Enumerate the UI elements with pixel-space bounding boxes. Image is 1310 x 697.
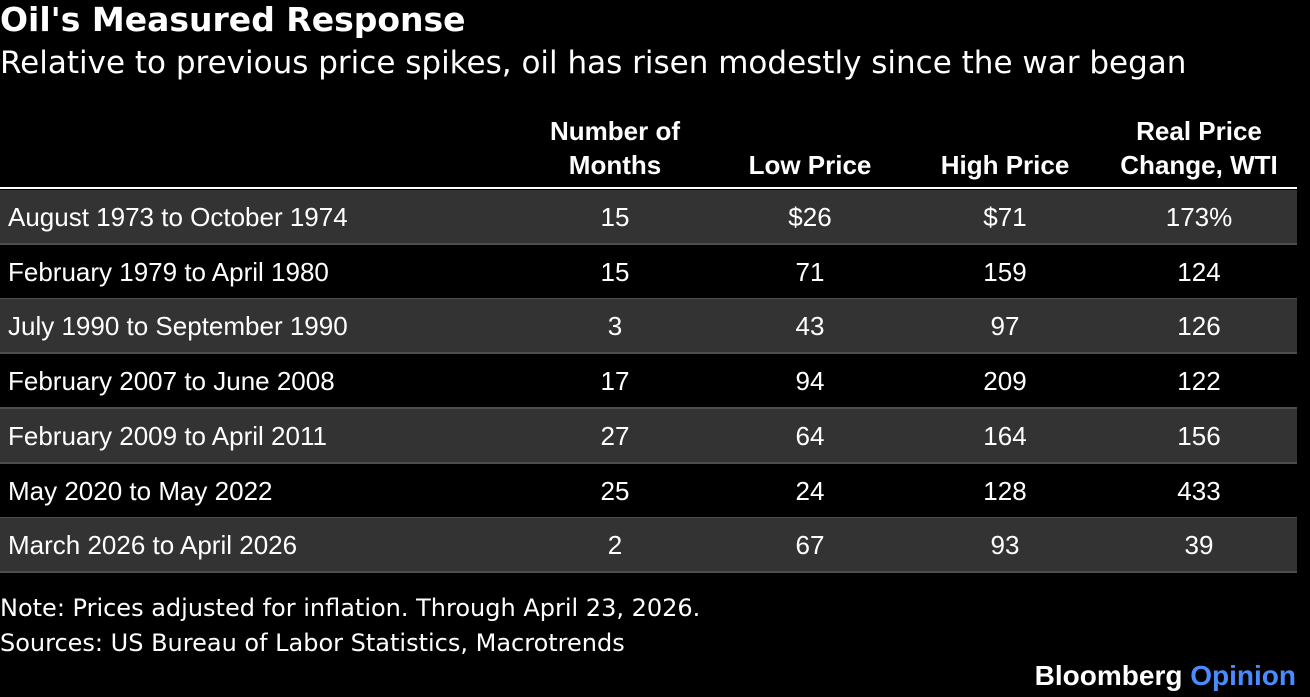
- cell-real-price-change: 39: [1184, 530, 1214, 561]
- brand-logo: Bloomberg Opinion: [1035, 658, 1296, 694]
- cell-low-price: 24: [795, 475, 825, 506]
- table-row: May 2020 to May 2022 25 24 128 433: [0, 463, 1297, 519]
- cell-real-price-change: 126: [1177, 311, 1221, 342]
- cell-months: 25: [600, 475, 630, 506]
- table-row: February 2007 to June 2008 17 94 209 122: [0, 354, 1297, 410]
- cell-real-price-change: 124: [1177, 256, 1221, 287]
- cell-low-price: 64: [795, 420, 825, 451]
- cell-period: February 2009 to April 2011: [8, 420, 327, 451]
- row-separator: [0, 407, 1297, 410]
- row-separator: [0, 243, 1297, 245]
- cell-period: February 1979 to April 1980: [8, 256, 329, 287]
- sources-note: Sources: US Bureau of Labor Statistics, …: [0, 629, 625, 657]
- chart-subtitle: Relative to previous price spikes, oil h…: [0, 45, 1187, 81]
- cell-high-price: 159: [983, 256, 1027, 287]
- column-header-months: Number of Months: [550, 116, 680, 180]
- cell-period: May 2020 to May 2022: [8, 475, 273, 506]
- column-header-real-price-change: Real Price Change, WTI: [1120, 116, 1278, 180]
- row-separator: [0, 516, 1297, 519]
- cell-months: 2: [607, 530, 623, 561]
- cell-real-price-change: 173%: [1165, 202, 1233, 232]
- table-row: July 1990 to September 1990 3 43 97 126: [0, 299, 1297, 355]
- cell-months: 27: [600, 420, 630, 451]
- cell-low-price: 43: [795, 311, 825, 342]
- column-header-high-price: High Price: [940, 150, 1070, 180]
- cell-low-price: 71: [795, 256, 825, 287]
- cell-period: July 1990 to September 1990: [8, 311, 348, 342]
- cell-real-price-change: 433: [1177, 475, 1221, 506]
- cell-real-price-change: 122: [1177, 366, 1221, 397]
- cell-low-price: 94: [795, 366, 825, 397]
- cell-high-price: 97: [990, 311, 1020, 342]
- cell-period: March 2026 to April 2026: [8, 530, 298, 561]
- header-rule: [0, 187, 1297, 189]
- cell-high-price: 128: [983, 475, 1027, 506]
- cell-months: 17: [600, 366, 630, 397]
- table-row: February 2009 to April 2011 27 64 164 156: [0, 408, 1297, 464]
- cell-months: 15: [600, 202, 630, 232]
- table-row: March 2026 to April 2026 2 67 93 39: [0, 518, 1297, 574]
- column-header-low-price: Low Price: [748, 150, 872, 180]
- cell-months: 3: [607, 311, 623, 342]
- cell-real-price-change: 156: [1177, 420, 1221, 451]
- cell-high-price: 209: [983, 366, 1027, 397]
- cell-high-price: 93: [990, 530, 1020, 561]
- cell-low-price: 67: [795, 530, 825, 561]
- table-row: August 1973 to October 1974 15 $26 $71 173%: [0, 190, 1297, 245]
- table-row: February 1979 to April 1980 15 71 159 124: [0, 244, 1297, 300]
- cell-high-price: 164: [983, 420, 1027, 451]
- footnote: Note: Prices adjusted for inflation. Thr…: [0, 594, 701, 622]
- brand-suffix: Opinion: [1190, 660, 1296, 691]
- chart-title: Oil's Measured Response: [0, 0, 466, 39]
- cell-high-price: $71: [983, 202, 1027, 232]
- cell-low-price: $26: [788, 202, 832, 232]
- cell-period: August 1973 to October 1974: [8, 202, 348, 232]
- cell-period: February 2007 to June 2008: [8, 366, 335, 397]
- row-separator: [0, 352, 1297, 355]
- row-separator: [0, 571, 1297, 574]
- brand-name: Bloomberg: [1034, 660, 1183, 691]
- row-separator: [0, 297, 1297, 300]
- cell-months: 15: [600, 256, 630, 287]
- row-separator: [0, 461, 1297, 464]
